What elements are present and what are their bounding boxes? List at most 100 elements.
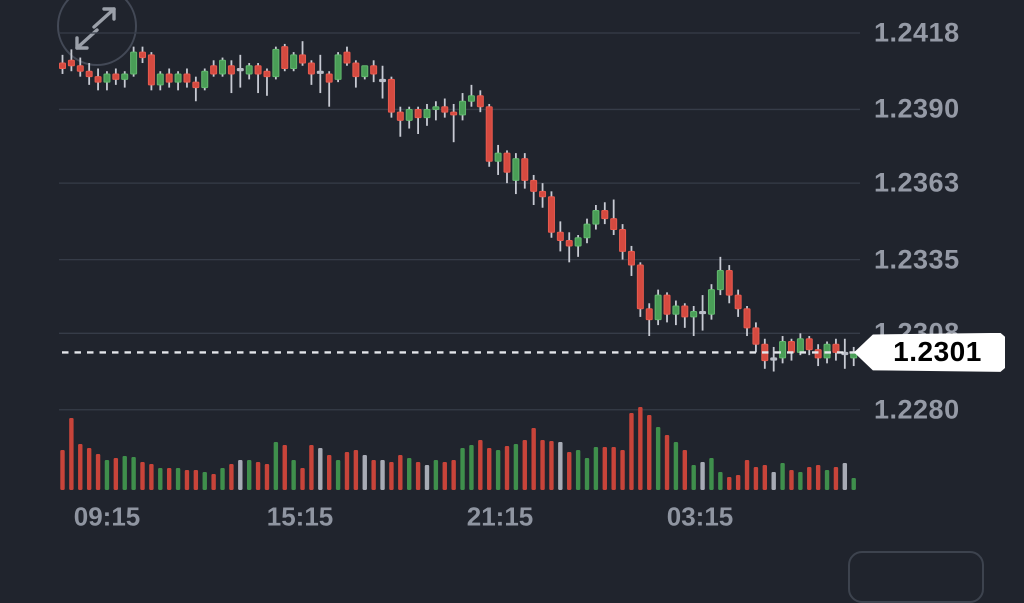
volume-bar [753,467,759,490]
bottom-right-button[interactable] [848,551,984,603]
volume-bar [522,440,527,490]
volume-bar [780,463,785,490]
volume-bar [629,413,634,490]
volume-bar [193,470,199,490]
candle-up [405,108,413,121]
candle-down [743,308,751,329]
candle-up [494,152,502,162]
candlestick-chart-canvas[interactable] [0,0,1024,576]
candle-up [459,100,467,116]
candle-up [779,340,787,359]
time-axis-label: 09:15 [73,501,141,532]
candle-up [707,289,715,315]
candle-up [423,108,431,119]
candle-up [121,73,129,80]
candle-down [67,59,75,67]
volume-bar [504,446,510,490]
volume-bar [255,462,261,490]
candle-down [681,305,689,318]
candle-doji [770,357,778,361]
volume-bar [442,462,447,490]
volume-bar [95,454,101,490]
volume-bar [531,428,536,490]
volume-bar [735,475,741,490]
volume-bar [451,460,456,490]
price-axis-label: 1.2418 [874,17,960,48]
candle-up [432,106,440,110]
volume-bar [824,470,830,490]
volume-bar [469,445,474,490]
candle-down [94,76,102,83]
volume-bar [69,418,74,490]
candle-down [263,70,271,78]
volume-bar [727,477,732,490]
candle-up [156,73,164,86]
volume-bar [549,441,554,490]
volume-bar [815,465,821,490]
volume-bar [593,447,599,490]
volume-bar [184,470,190,490]
volume-bar [424,465,430,490]
volume-bar [673,442,679,490]
candle-down [387,78,395,113]
volume-bar [291,460,296,490]
candle-down [343,51,351,64]
candle-up [219,59,227,75]
candle-down [556,231,564,241]
volume-bar [647,415,652,490]
volume-bar [113,458,119,490]
volume-bar [318,448,323,490]
candle-up [334,54,342,80]
candle-up [592,209,600,225]
candle-down [147,54,155,86]
price-axis-label: 1.2280 [874,394,960,425]
candle-down [396,111,404,121]
volume-bar [104,460,110,490]
candle-down [307,62,315,75]
candle-down [610,218,618,231]
volume-bar [335,460,341,490]
volume-bar [798,472,803,490]
candle-down [227,65,235,75]
price-axis-label: 1.2335 [874,244,960,275]
candle-down [59,62,66,69]
candle-up [245,65,253,75]
candle-down [414,108,422,119]
candle-doji [699,310,707,315]
price-axis-label: 1.2390 [874,93,960,124]
volume-bar [149,464,154,490]
candle-down [210,65,218,75]
volume-bar [495,450,501,490]
volume-bar [851,478,856,490]
volume-bar [175,468,181,490]
volume-bar [309,445,314,490]
volume-bar [478,440,483,490]
volume-bar [353,450,359,490]
candle-down [441,106,449,113]
candle-down [325,73,333,83]
volume-bar [842,463,848,490]
volume-bar [433,460,439,490]
candle-up [583,223,591,239]
volume-bar [513,444,519,490]
time-axis-label: 15:15 [266,501,334,532]
candle-down [183,73,191,83]
volume-bar [575,450,581,490]
volume-bar [415,462,421,490]
volume-bar [682,450,687,490]
volume-bar [789,470,794,490]
volume-bar [460,448,465,490]
volume-bar [327,455,332,490]
candle-doji [236,67,244,72]
candle-down [725,270,733,296]
volume-bar [540,440,545,490]
last-price-value: 1.2301 [893,336,982,368]
volume-bar [567,452,572,490]
volume-bar [602,447,607,490]
volume-bar [638,407,643,490]
candle-up [823,343,831,359]
candle-down [254,65,262,75]
candle-down [165,73,173,83]
candle-up [654,294,662,321]
volume-bar [264,464,270,490]
